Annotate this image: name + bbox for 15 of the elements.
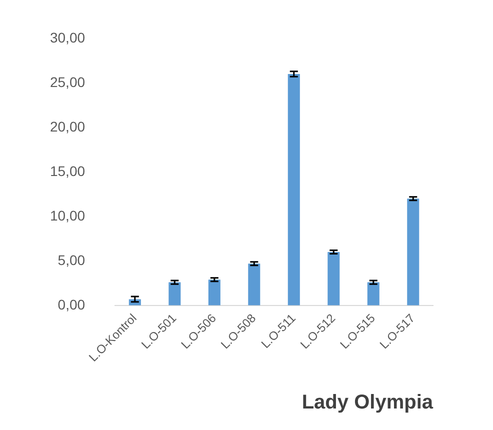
bar xyxy=(168,282,181,306)
bar xyxy=(328,252,340,306)
y-tick-label: 30,00 xyxy=(50,29,86,46)
bar xyxy=(208,280,220,306)
bar xyxy=(288,74,300,306)
y-tick-label: 20,00 xyxy=(50,118,86,134)
y-tick-label: 15,00 xyxy=(50,162,86,179)
y-tick-label: 10,00 xyxy=(50,207,86,224)
bar xyxy=(407,198,420,306)
y-tick-label: 5,00 xyxy=(58,252,86,268)
bar xyxy=(367,282,380,306)
bar xyxy=(248,264,260,306)
y-tick-label: 25,00 xyxy=(50,74,86,90)
text: Lady Olympia xyxy=(302,392,434,414)
y-tick-label: 0,00 xyxy=(58,296,86,312)
